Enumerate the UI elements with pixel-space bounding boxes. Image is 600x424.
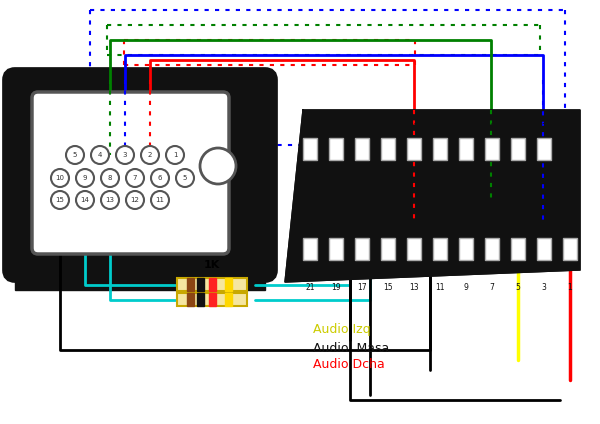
Bar <box>511 138 525 160</box>
Circle shape <box>151 169 169 187</box>
Bar <box>187 293 194 306</box>
Circle shape <box>66 146 84 164</box>
Bar <box>303 138 317 160</box>
FancyBboxPatch shape <box>7 72 273 278</box>
Bar <box>197 293 204 306</box>
Text: 8: 8 <box>464 123 469 132</box>
Text: 2: 2 <box>542 123 547 132</box>
Text: 1: 1 <box>173 152 177 158</box>
Text: 4: 4 <box>98 152 102 158</box>
Bar <box>537 138 551 160</box>
Bar <box>329 138 343 160</box>
Bar <box>209 278 216 291</box>
Circle shape <box>176 169 194 187</box>
Text: 5: 5 <box>515 284 520 293</box>
Text: 11: 11 <box>155 197 164 203</box>
Bar <box>537 238 551 260</box>
Circle shape <box>51 191 69 209</box>
Bar <box>407 238 421 260</box>
Bar <box>303 238 317 260</box>
Circle shape <box>116 146 134 164</box>
Bar <box>225 278 232 291</box>
Circle shape <box>76 191 94 209</box>
Text: 9: 9 <box>83 175 87 181</box>
Text: 7: 7 <box>490 284 494 293</box>
Bar <box>381 238 395 260</box>
Text: 13: 13 <box>409 284 419 293</box>
Bar <box>209 293 216 306</box>
Text: 3: 3 <box>123 152 127 158</box>
Bar <box>511 238 525 260</box>
Text: 14: 14 <box>80 197 89 203</box>
Bar <box>187 278 194 291</box>
Text: 1: 1 <box>568 284 572 293</box>
Bar <box>459 238 473 260</box>
Circle shape <box>141 146 159 164</box>
Text: 13: 13 <box>106 197 115 203</box>
Bar <box>15 70 265 85</box>
Bar <box>433 138 447 160</box>
Bar <box>15 265 265 290</box>
Text: 19: 19 <box>331 284 341 293</box>
Circle shape <box>51 169 69 187</box>
Bar <box>433 238 447 260</box>
Bar <box>329 238 343 260</box>
Polygon shape <box>285 110 580 282</box>
Bar <box>177 278 247 291</box>
Circle shape <box>151 191 169 209</box>
Text: 12: 12 <box>131 197 139 203</box>
Text: 14: 14 <box>383 123 393 132</box>
Text: 9: 9 <box>464 284 469 293</box>
Text: Audio Dcha: Audio Dcha <box>313 359 385 371</box>
Text: 10: 10 <box>435 123 445 132</box>
Bar <box>197 278 204 291</box>
Text: 2: 2 <box>148 152 152 158</box>
Circle shape <box>76 169 94 187</box>
Text: 7: 7 <box>133 175 137 181</box>
Bar <box>177 293 247 306</box>
Circle shape <box>126 191 144 209</box>
Text: 15: 15 <box>56 197 64 203</box>
Text: 12: 12 <box>409 123 419 132</box>
Circle shape <box>101 191 119 209</box>
Bar <box>355 238 369 260</box>
Bar <box>485 238 499 260</box>
Circle shape <box>166 146 184 164</box>
Text: 6: 6 <box>158 175 162 181</box>
Circle shape <box>101 169 119 187</box>
Text: 6: 6 <box>490 123 494 132</box>
Text: 8: 8 <box>108 175 112 181</box>
Circle shape <box>200 148 236 184</box>
Text: 11: 11 <box>435 284 445 293</box>
Bar <box>459 138 473 160</box>
Text: 5: 5 <box>183 175 187 181</box>
Bar <box>563 238 577 260</box>
Text: 15: 15 <box>383 284 393 293</box>
Text: 16: 16 <box>357 123 367 132</box>
Text: 18: 18 <box>331 123 341 132</box>
Text: 3: 3 <box>542 284 547 293</box>
Bar <box>225 293 232 306</box>
Text: Audio  Masa: Audio Masa <box>313 341 389 354</box>
Bar <box>407 138 421 160</box>
Bar <box>381 138 395 160</box>
Bar <box>355 138 369 160</box>
Circle shape <box>126 169 144 187</box>
Text: 10: 10 <box>56 175 65 181</box>
Text: 1K: 1K <box>204 260 220 270</box>
Circle shape <box>91 146 109 164</box>
Text: 4: 4 <box>515 123 520 132</box>
Text: 20: 20 <box>305 123 315 132</box>
Text: 17: 17 <box>357 284 367 293</box>
FancyBboxPatch shape <box>32 92 229 254</box>
Bar <box>485 138 499 160</box>
Text: 5: 5 <box>73 152 77 158</box>
Text: 21: 21 <box>305 284 315 293</box>
Text: Audio Izq: Audio Izq <box>313 324 371 337</box>
